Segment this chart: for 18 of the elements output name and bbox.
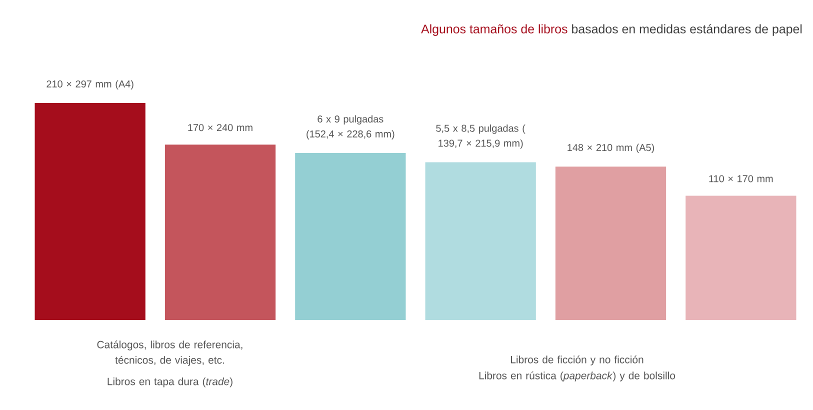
- text: Libros en rústica (paperback) y de bolsillo: [479, 372, 676, 382]
- text: Catálogos, libros de referencia, técnicos, de viajes, etc.: [97, 340, 242, 366]
- chart-subtitle: basados en medidas estándares de papel: [572, 24, 802, 36]
- data-label: 110 × 170 mm: [709, 175, 773, 182]
- bar: [34, 102, 146, 320]
- data-label: 210 × 297 mm (A4): [46, 80, 134, 90]
- data-label: 5,5 x 8,5 pulgadas ( 139,7 × 215,9 mm): [436, 124, 526, 149]
- text: Libros de ficción y no ficción: [511, 356, 644, 366]
- bar: [425, 162, 536, 320]
- bar: [164, 144, 276, 320]
- bar: [686, 196, 796, 320]
- data-label: 170 × 240 mm: [188, 124, 252, 132]
- text: Libros en tapa dura (trade): [108, 378, 232, 388]
- bar: [295, 152, 406, 320]
- data-label: 148 × 210 mm (A5): [568, 144, 654, 154]
- chart-title: Algunos tamaños de libros: [421, 24, 568, 36]
- data-label: 6 x 9 pulgadas (152,4 × 228,6 mm): [306, 115, 394, 140]
- bar: [555, 166, 666, 320]
